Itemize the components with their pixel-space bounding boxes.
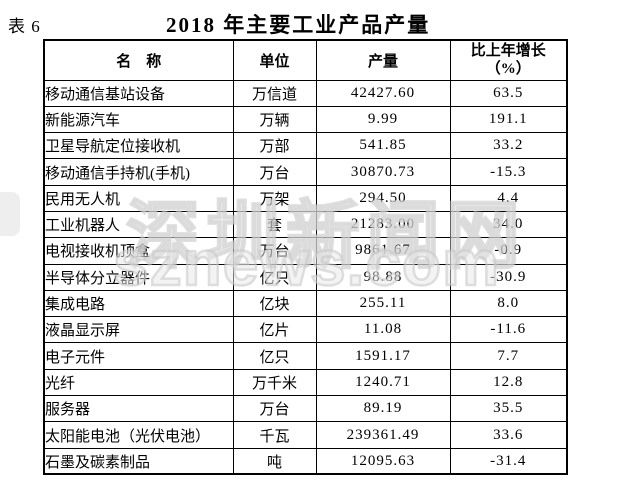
product-name-cell: 太阳能电池（光伏电池） (43, 421, 234, 449)
table-row: 移动通信基站设备 万信道 42427.60 63.5 (43, 79, 568, 107)
growth-value-cell: -0.9 (449, 237, 568, 265)
output-value-cell: 89.19 (315, 395, 451, 423)
growth-value-cell: 191.1 (449, 105, 568, 134)
output-value-cell: 30870.73 (315, 158, 451, 186)
growth-value-cell: 63.5 (449, 79, 568, 107)
unit-cell: 亿片 (232, 316, 317, 344)
header-growth-line2: （%） (485, 61, 531, 78)
table-row: 服务器 万台 89.19 35.5 (43, 395, 568, 423)
table-row: 移动通信手持机(手机) 万台 30870.73 -15.3 (43, 158, 568, 186)
header-name: 名 称 (43, 39, 234, 81)
unit-cell: 万台 (232, 395, 317, 423)
product-name-cell: 新能源汽车 (43, 105, 234, 134)
table-row: 电子元件 亿只 1591.17 7.7 (43, 342, 568, 370)
header-row: 名 称 单位 产量 比上年增长 （%） (43, 39, 568, 81)
output-value-cell: 541.85 (315, 132, 451, 160)
table-row: 光纤 万千米 1240.71 12.8 (43, 368, 568, 397)
growth-value-cell: -30.9 (449, 263, 568, 291)
output-value-cell: 42427.60 (315, 79, 451, 107)
output-value-cell: 294.50 (315, 184, 451, 212)
table-row: 卫星导航定位接收机 万部 541.85 33.2 (43, 132, 568, 160)
output-value-cell: 239361.49 (315, 421, 451, 449)
product-name-cell: 民用无人机 (43, 184, 234, 212)
unit-cell: 亿只 (232, 263, 317, 291)
product-name-cell: 服务器 (43, 395, 234, 423)
growth-value-cell: 33.6 (449, 421, 568, 449)
unit-cell: 万台 (232, 237, 317, 265)
product-name-cell: 电视接收机顶盒 (43, 237, 234, 265)
unit-cell: 万台 (232, 158, 317, 186)
product-name-cell: 光纤 (43, 368, 234, 397)
unit-cell: 万部 (232, 132, 317, 160)
table-row: 新能源汽车 万辆 9.99 191.1 (43, 105, 568, 134)
output-value-cell: 21283.00 (315, 210, 451, 239)
product-name-cell: 移动通信手持机(手机) (43, 158, 234, 186)
product-name-cell: 工业机器人 (43, 210, 234, 239)
unit-cell: 吨 (232, 447, 317, 475)
table-row: 电视接收机顶盒 万台 9861.67 -0.9 (43, 237, 568, 265)
growth-value-cell: 7.7 (449, 342, 568, 370)
unit-cell: 亿块 (232, 289, 317, 318)
output-value-cell: 255.11 (315, 289, 451, 318)
table-row: 工业机器人 套 21283.00 34.0 (43, 210, 568, 239)
unit-cell: 亿只 (232, 342, 317, 370)
unit-cell: 万千米 (232, 368, 317, 397)
product-name-cell: 半导体分立器件 (43, 263, 234, 291)
table-row: 液晶显示屏 亿片 11.08 -11.6 (43, 316, 568, 344)
output-value-cell: 1591.17 (315, 342, 451, 370)
header-output: 产量 (315, 39, 451, 81)
growth-value-cell: -11.6 (449, 316, 568, 344)
table-body: 移动通信基站设备 万信道 42427.60 63.5 新能源汽车 万辆 9.99… (43, 79, 568, 475)
table-header: 名 称 单位 产量 比上年增长 （%） (43, 39, 568, 81)
header-unit: 单位 (232, 39, 317, 81)
output-value-cell: 12095.63 (315, 447, 451, 475)
growth-value-cell: 12.8 (449, 368, 568, 397)
unit-cell: 千瓦 (232, 421, 317, 449)
header-growth-line1: 比上年增长 (470, 43, 546, 60)
product-name-cell: 卫星导航定位接收机 (43, 132, 234, 160)
unit-cell: 万信道 (232, 79, 317, 107)
header-growth: 比上年增长 （%） (449, 39, 568, 81)
table-row: 石墨及碳素制品 吨 12095.63 -31.4 (43, 447, 568, 475)
table-number-label: 表 6 (8, 17, 41, 36)
table-row: 半导体分立器件 亿只 98.88 -30.9 (43, 263, 568, 291)
output-value-cell: 1240.71 (315, 368, 451, 397)
output-value-cell: 11.08 (315, 316, 451, 344)
growth-value-cell: 8.0 (449, 289, 568, 318)
growth-value-cell: 35.5 (449, 395, 568, 423)
product-name-cell: 液晶显示屏 (43, 316, 234, 344)
unit-cell: 套 (232, 210, 317, 239)
unit-cell: 万辆 (232, 105, 317, 134)
unit-cell: 万架 (232, 184, 317, 212)
growth-value-cell: 4.4 (449, 184, 568, 212)
product-name-cell: 电子元件 (43, 342, 234, 370)
table-row: 集成电路 亿块 255.11 8.0 (43, 289, 568, 318)
table-row: 太阳能电池（光伏电池） 千瓦 239361.49 33.6 (43, 421, 568, 449)
output-value-cell: 9.99 (315, 105, 451, 134)
product-name-cell: 集成电路 (43, 289, 234, 318)
growth-value-cell: -31.4 (449, 447, 568, 475)
product-name-cell: 移动通信基站设备 (43, 79, 234, 107)
table-row: 民用无人机 万架 294.50 4.4 (43, 184, 568, 212)
growth-value-cell: 34.0 (449, 210, 568, 239)
product-name-cell: 石墨及碳素制品 (43, 447, 234, 475)
output-value-cell: 98.88 (315, 263, 451, 291)
growth-value-cell: 33.2 (449, 132, 568, 160)
page-title: 2018 年主要工业产品产量 (166, 13, 431, 37)
industrial-output-table: 名 称 单位 产量 比上年增长 （%） 移动通信基站设备 万信道 42427.6… (43, 39, 568, 476)
watermark-edge-fragment (0, 192, 20, 236)
growth-value-cell: -15.3 (449, 158, 568, 186)
output-value-cell: 9861.67 (315, 237, 451, 265)
